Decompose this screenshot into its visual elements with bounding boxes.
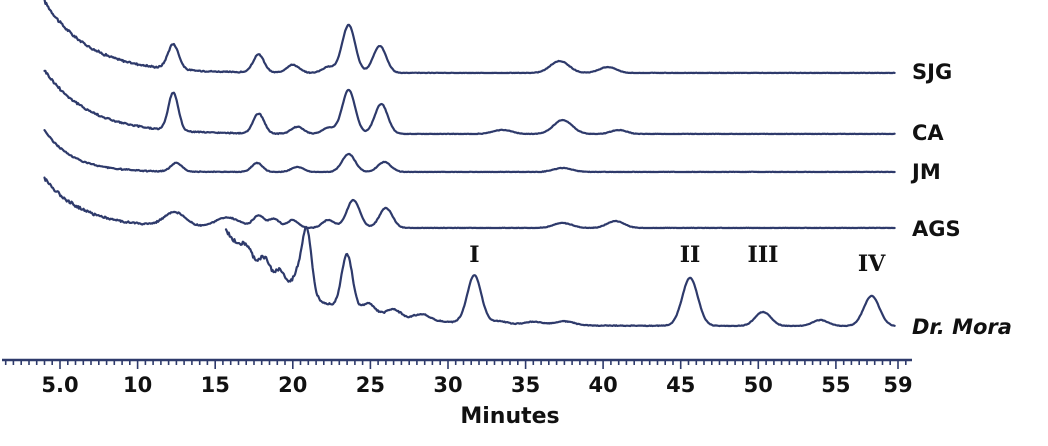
x-tick-label: 59 xyxy=(883,373,912,397)
trace-sjg xyxy=(43,0,896,75)
peak-label-i: I xyxy=(469,242,479,268)
trace-jm xyxy=(43,129,896,174)
series-labels-group: SJG CA JM AGS Dr. Mora xyxy=(910,60,1012,339)
series-label-dr-mora: Dr. Mora xyxy=(912,315,1012,339)
x-axis-title: Minutes xyxy=(460,404,559,429)
x-tick-label: 5.0 xyxy=(41,373,78,397)
x-tick-label: 30 xyxy=(433,373,462,397)
peak-label-iv: IV xyxy=(858,251,886,277)
x-tick-label: 20 xyxy=(278,373,307,397)
traces-group xyxy=(43,0,896,328)
x-tick-label: 50 xyxy=(744,373,773,397)
peak-label-ii: II xyxy=(680,242,701,268)
trace-dr-mora xyxy=(224,225,896,328)
trace-ca xyxy=(43,69,896,136)
series-label-jm: JM xyxy=(910,160,941,184)
x-tick-label: 25 xyxy=(356,373,385,397)
x-axis: 5.0 10 15 20 25 30 35 40 45 50 55 59 Minutes xyxy=(2,358,913,429)
x-tick-label: 40 xyxy=(588,373,617,397)
x-tick-label: 10 xyxy=(123,373,152,397)
peak-labels-group: I II III IV xyxy=(469,242,886,277)
x-axis-tick-labels: 5.0 10 15 20 25 30 35 40 45 50 55 59 xyxy=(41,373,912,397)
x-tick-label: 15 xyxy=(201,373,230,397)
peak-label-iii: III xyxy=(748,242,779,268)
series-label-sjg: SJG xyxy=(912,60,952,84)
x-axis-ticks xyxy=(4,360,907,369)
x-tick-label: 55 xyxy=(821,373,850,397)
trace-ags xyxy=(43,176,896,230)
x-tick-label: 45 xyxy=(666,373,695,397)
series-label-ags: AGS xyxy=(912,217,961,241)
series-label-ca: CA xyxy=(912,121,944,145)
x-tick-label: 35 xyxy=(511,373,540,397)
